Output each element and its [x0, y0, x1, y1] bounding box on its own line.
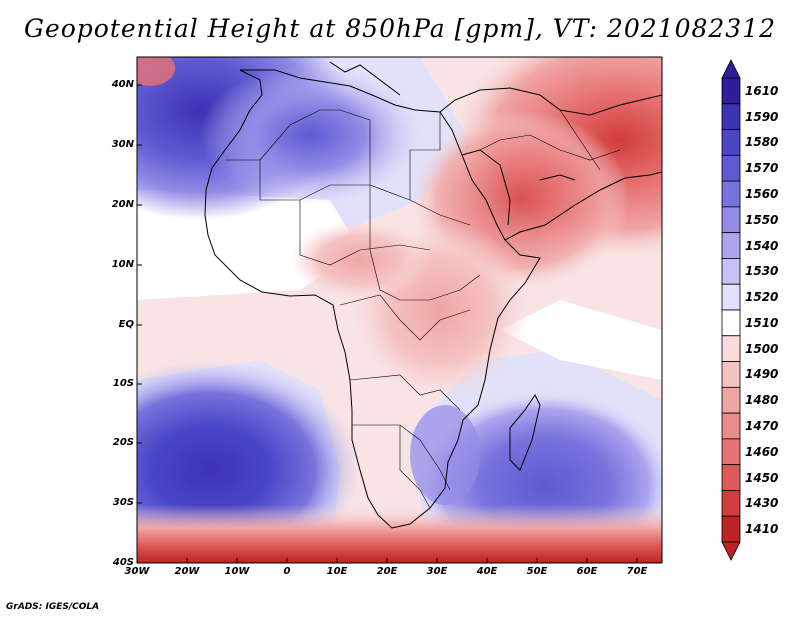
lat-label-20n: 20N [111, 199, 134, 210]
country-borders [225, 109, 621, 509]
colorbar-label: 1540 [745, 238, 779, 253]
height-field [137, 57, 662, 563]
map-title: Geopotential Height at 850hPa [gpm], VT:… [23, 14, 777, 43]
colorbar-label: 1570 [745, 161, 779, 176]
colorbar-label: 1410 [745, 522, 779, 537]
colorbar-swatch [721, 154, 741, 182]
colorbar-label: 1500 [745, 341, 779, 356]
colorbar-swatch [721, 335, 741, 362]
colorbar-arrow-top [721, 59, 741, 79]
colorbar-label: 1490 [745, 367, 779, 382]
colorbar-label: 1470 [745, 419, 779, 433]
colorbar-swatch [721, 232, 741, 259]
colorbar-label: 1610 [745, 83, 779, 98]
colorbar-swatch [721, 464, 741, 491]
map-frame [136, 56, 663, 564]
lat-label-10s: 10S [112, 378, 134, 389]
colorbar-label: 1510 [745, 315, 779, 330]
lat-label-eq: EQ [118, 319, 134, 330]
lon-label-70e: 70E [626, 566, 648, 577]
coastlines [204, 61, 662, 529]
lon-label-40e: 40E [476, 566, 498, 577]
lat-label-40n: 40N [111, 79, 134, 90]
lon-label-30w: 30W [124, 566, 150, 577]
colorbar-swatch [721, 412, 741, 440]
colorbar-label: 1590 [745, 109, 779, 124]
colorbar-swatch [721, 129, 741, 156]
colorbar-swatch [721, 103, 741, 130]
lat-label-30n: 30N [111, 139, 134, 150]
colorbar-label: 1520 [745, 290, 779, 305]
colorbar [721, 59, 741, 561]
lon-label-60e: 60E [576, 566, 598, 577]
lat-label-30s: 30S [112, 497, 134, 508]
colorbar-label: 1430 [745, 496, 779, 511]
lon-label-10w: 10W [224, 566, 250, 577]
colorbar-swatch [721, 309, 741, 337]
lon-label-20w: 20W [174, 566, 200, 577]
colorbar-swatch [721, 283, 741, 311]
colorbar-swatch [721, 490, 741, 517]
colorbar-swatch [721, 206, 741, 234]
colorbar-label: 1450 [745, 470, 779, 485]
lon-label-50e: 50E [526, 566, 548, 577]
lon-label-10e: 10E [326, 566, 348, 577]
lon-label-20e: 20E [376, 566, 398, 577]
colorbar-label: 1460 [745, 444, 779, 459]
colorbar-label: 1480 [745, 393, 779, 408]
lat-label-10n: 10N [111, 259, 134, 270]
colorbar-swatch [721, 77, 741, 105]
colorbar-arrow-bottom [721, 541, 741, 561]
lat-label-40s: 40S [112, 557, 134, 568]
colorbar-swatch [721, 258, 741, 285]
colorbar-swatch [721, 361, 741, 388]
colorbar-label: 1580 [745, 135, 779, 150]
colorbar-swatch [721, 515, 741, 543]
lon-label-0: 0 [283, 566, 291, 577]
colorbar-label: 1560 [745, 187, 779, 201]
colorbar-label: 1550 [745, 212, 779, 227]
colorbar-swatch [721, 180, 741, 208]
lon-label-30e: 30E [426, 566, 448, 577]
colorbar-swatch [721, 438, 741, 466]
axis-ticks [137, 84, 638, 563]
lat-label-20s: 20S [112, 437, 134, 448]
colorbar-label: 1530 [745, 264, 779, 279]
colorbar-swatch [721, 386, 741, 414]
grads-credit: GrADS: IGES/COLA [6, 602, 100, 612]
